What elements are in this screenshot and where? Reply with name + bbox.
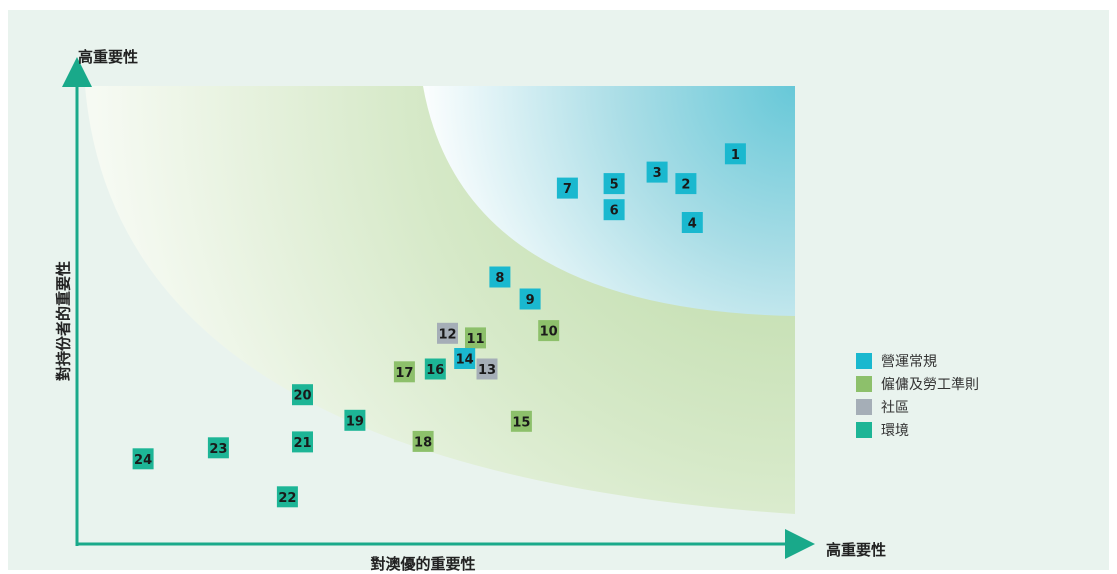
legend-item: 營運常規 (856, 349, 979, 372)
point-marker (681, 212, 703, 233)
point-label: 20 (293, 389, 311, 404)
point-label: 5 (610, 178, 619, 193)
point-11: 11 (465, 327, 486, 349)
y-axis-high-label: 高重要性 (78, 48, 139, 66)
point-label: 3 (653, 166, 662, 181)
point-label: 9 (526, 293, 535, 308)
point-marker (454, 348, 476, 369)
legend-swatch (856, 398, 872, 415)
point-21: 21 (292, 431, 313, 453)
point-label: 8 (495, 271, 504, 286)
point-22: 22 (276, 486, 298, 508)
point-2: 2 (675, 173, 697, 195)
point-label: 10 (540, 325, 558, 340)
point-label: 24 (134, 453, 152, 468)
point-marker (489, 266, 511, 288)
point-marker (724, 143, 746, 165)
point-8: 8 (489, 266, 511, 288)
point-label: 12 (438, 327, 456, 342)
point-label: 21 (293, 436, 311, 451)
point-6: 6 (603, 199, 625, 221)
point-15: 15 (510, 410, 532, 432)
point-marker (675, 173, 697, 195)
point-label: 18 (414, 435, 432, 450)
point-1: 1 (724, 143, 746, 165)
legend-label: 僱傭及勞工準則 (881, 376, 979, 393)
point-marker (132, 448, 154, 470)
point-16: 16 (424, 358, 446, 380)
point-marker (437, 322, 458, 344)
chart-frame: 1 2 3 4 5 6 7 8 9 10 11 12 13 14 15 16 17 18 19 20 21 22 23 24 … (8, 10, 1109, 573)
point-marker (510, 410, 532, 432)
legend-swatch (856, 375, 872, 392)
point-marker (646, 161, 668, 183)
point-5: 5 (603, 173, 625, 195)
point-marker (412, 430, 434, 452)
point-label: 19 (346, 414, 364, 429)
point-18: 18 (412, 430, 434, 452)
point-label: 14 (456, 353, 474, 368)
point-label: 7 (563, 182, 572, 197)
legend-swatch (856, 352, 872, 369)
y-axis-label: 對持份者的重要性 (54, 260, 73, 382)
point-9: 9 (519, 288, 541, 310)
legend-swatch (856, 421, 872, 438)
point-label: 4 (688, 217, 697, 232)
point-marker (538, 320, 560, 342)
point-label: 17 (395, 366, 413, 381)
point-label: 6 (610, 204, 619, 219)
point-20: 20 (292, 384, 313, 406)
x-axis-high-label: 高重要性 (826, 541, 887, 559)
legend-label: 社區 (881, 399, 909, 416)
point-4: 4 (681, 212, 703, 233)
legend-item: 環境 (856, 418, 979, 441)
point-23: 23 (207, 437, 229, 459)
point-10: 10 (538, 320, 560, 342)
point-marker (344, 409, 366, 431)
y-axis-label-wrap: 對持份者的重要性 (48, 246, 78, 396)
point-13: 13 (476, 358, 498, 380)
point-marker (556, 177, 578, 199)
legend-item: 僱傭及勞工準則 (856, 372, 979, 395)
point-marker (276, 486, 298, 508)
point-3: 3 (646, 161, 668, 183)
point-marker (603, 199, 625, 221)
x-axis-label: 對澳優的重要性 (370, 555, 476, 573)
point-14: 14 (454, 348, 476, 369)
point-label: 13 (478, 363, 496, 378)
point-label: 1 (731, 148, 740, 163)
point-marker (424, 358, 446, 380)
legend-item: 社區 (856, 395, 979, 418)
point-label: 23 (209, 442, 227, 457)
point-label: 11 (466, 332, 484, 347)
point-17: 17 (393, 361, 415, 383)
point-marker (519, 288, 541, 310)
point-marker (207, 437, 229, 459)
point-label: 22 (278, 491, 296, 506)
legend-label: 營運常規 (881, 353, 937, 370)
point-marker (292, 384, 313, 406)
point-12: 12 (437, 322, 458, 344)
point-marker (393, 361, 415, 383)
point-marker (465, 327, 486, 349)
legend-label: 環境 (881, 422, 909, 439)
point-24: 24 (132, 448, 154, 470)
point-marker (292, 431, 313, 453)
point-label: 2 (681, 178, 690, 193)
point-7: 7 (556, 177, 578, 199)
point-marker (603, 173, 625, 195)
point-19: 19 (344, 409, 366, 431)
legend: 營運常規 僱傭及勞工準則 社區 環境 (856, 349, 979, 441)
plot-background (85, 86, 795, 546)
point-label: 15 (512, 415, 530, 430)
point-marker (476, 358, 498, 380)
point-label: 16 (426, 363, 444, 378)
